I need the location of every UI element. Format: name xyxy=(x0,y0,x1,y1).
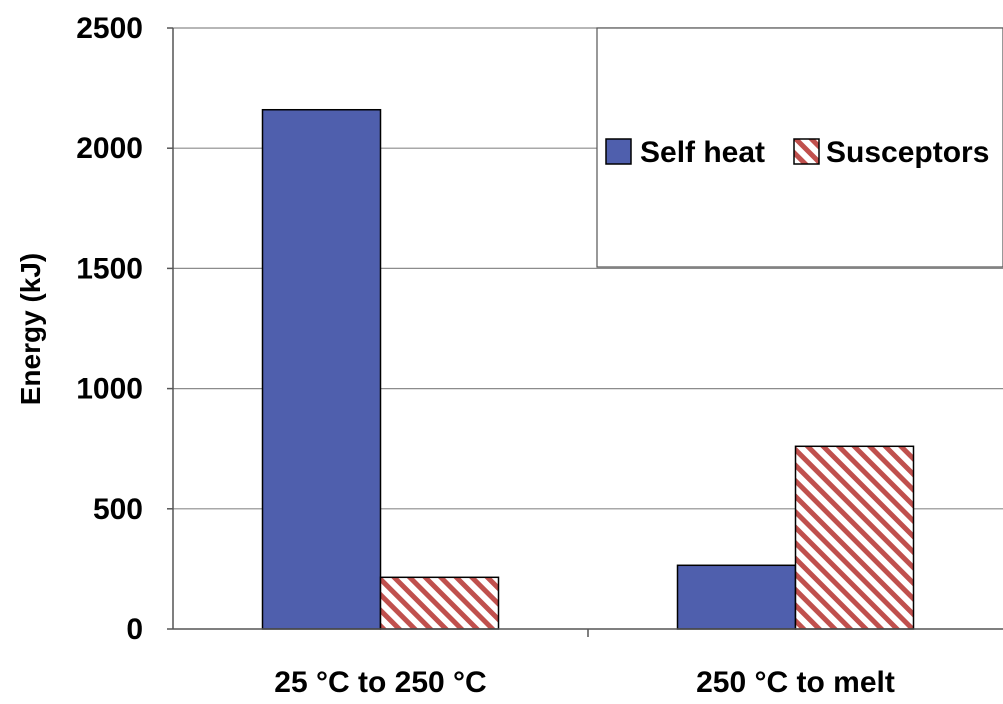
legend-label: Self heat xyxy=(640,136,765,169)
legend-label: Susceptors xyxy=(826,136,989,169)
bar-self-heat xyxy=(676,564,797,630)
bars xyxy=(261,108,915,630)
legend-swatch xyxy=(605,138,632,165)
legend: Self heat Susceptors xyxy=(596,27,1003,268)
legend-swatch xyxy=(793,138,820,165)
y-tick-label: 2500 xyxy=(76,12,143,45)
x-category-label: 25 °C to 250 °C xyxy=(274,666,486,699)
bar-susceptors xyxy=(379,576,500,630)
y-tick-label: 2000 xyxy=(76,132,143,165)
y-axis-title: Energy (kJ) xyxy=(15,253,46,406)
bar-susceptors xyxy=(794,445,915,630)
x-category-label: 250 °C to melt xyxy=(696,666,895,699)
y-tick-label: 0 xyxy=(126,613,143,646)
bar-self-heat xyxy=(261,108,382,630)
y-tick-label: 500 xyxy=(93,493,143,526)
axes xyxy=(167,27,1003,637)
y-tick-labels: 0 500 1000 1500 2000 2500 xyxy=(76,12,143,646)
y-tick-label: 1500 xyxy=(76,252,143,285)
x-category-labels: 25 °C to 250 °C 250 °C to melt xyxy=(274,666,895,699)
y-tick-label: 1000 xyxy=(76,373,143,406)
